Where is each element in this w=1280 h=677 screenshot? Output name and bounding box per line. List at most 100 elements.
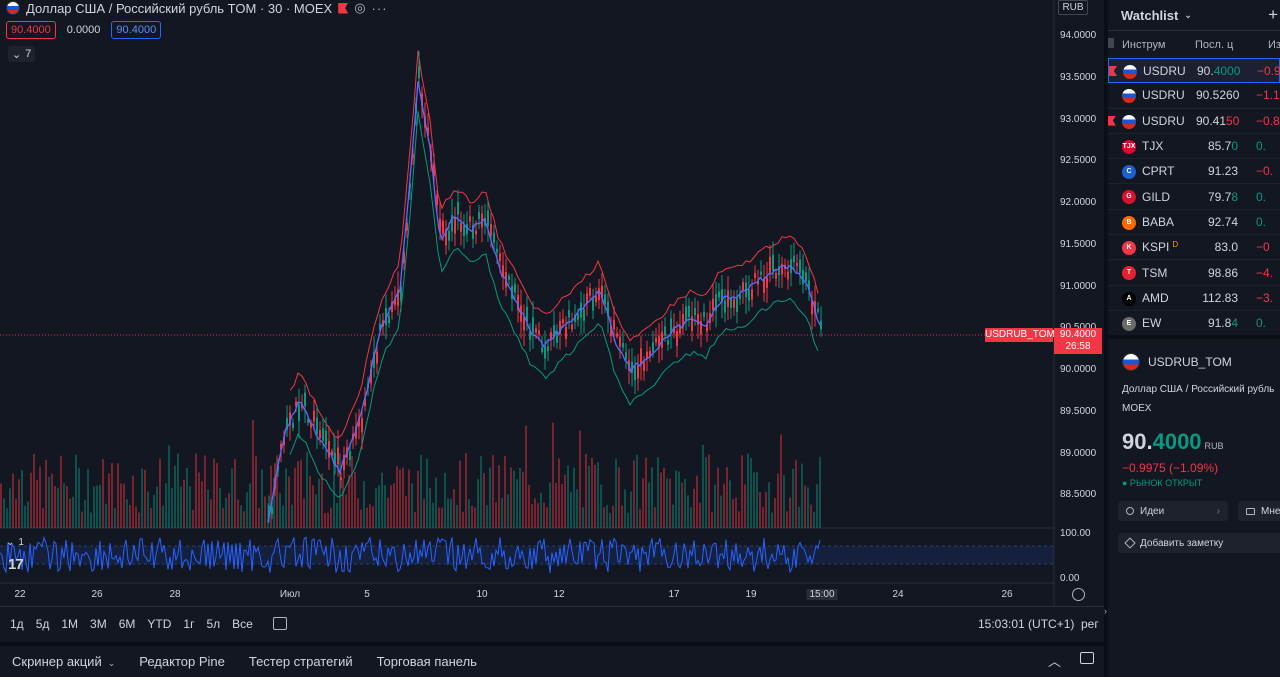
watchlist-row[interactable]: K KSPI D 83.0 −0 (1108, 235, 1280, 261)
candle-body (388, 315, 390, 324)
volume-bar (741, 455, 743, 528)
range-button[interactable]: 3М (90, 616, 107, 631)
volume-bar (315, 494, 317, 528)
watchlist-row[interactable]: USDRUB 90.4150 −0.88 (1108, 109, 1280, 134)
settings-icon[interactable] (1072, 588, 1085, 601)
red-flag-icon[interactable] (1109, 66, 1117, 76)
details-symbol[interactable]: USDRUB_TOM (1122, 353, 1232, 371)
range-button[interactable]: 1г (183, 616, 195, 631)
range-button[interactable]: Все (232, 616, 253, 631)
watchlist-row[interactable]: T TSM 98.86 −4. (1108, 260, 1280, 286)
volume-bar (12, 473, 14, 528)
volume-bar (123, 483, 125, 528)
red-flag-icon[interactable] (1108, 115, 1116, 126)
watchlist-row[interactable]: USDRUB 90.4000 −0.99 (1108, 58, 1280, 84)
watchlist-row[interactable]: TJX TJX 85.70 0. (1108, 134, 1280, 160)
volume-bar (255, 456, 257, 528)
volume-bar (615, 458, 617, 528)
watchlist-row[interactable]: A AMD 112.83 −3. (1108, 286, 1280, 311)
chart-title[interactable]: Доллар США / Российский рубль TOM · 30 ·… (26, 0, 333, 16)
volume-bar (414, 511, 416, 528)
volume-bar (27, 501, 29, 528)
session-mode-button[interactable]: рег (1081, 617, 1099, 631)
volume-bar (57, 488, 59, 528)
candle-body (412, 154, 414, 158)
chart-area[interactable]: Доллар США / Российский рубль TOM · 30 ·… (0, 0, 1104, 640)
range-button[interactable]: 5д (35, 616, 50, 631)
column-change[interactable]: Из (1268, 38, 1280, 51)
candle-body (490, 224, 492, 236)
column-symbol[interactable]: Инструм (1122, 38, 1166, 51)
candle-body (466, 223, 468, 235)
volume-bar (180, 486, 182, 528)
volume-bar (324, 512, 326, 528)
buy-price[interactable]: 90.4000 (111, 21, 162, 39)
symbol-text: EW (1142, 316, 1162, 331)
indicator-pane-badge[interactable]: ⌄ 1 (6, 537, 24, 548)
details-symbol-text: USDRUB_TOM (1148, 355, 1232, 369)
watchlist-row[interactable]: B BABA 92.74 0. (1108, 210, 1280, 236)
range-button[interactable]: 1д (10, 616, 24, 631)
opinions-button[interactable]: Мнения (1238, 501, 1280, 521)
maximize-icon[interactable] (1080, 652, 1094, 664)
volume-bar (627, 512, 629, 528)
range-button[interactable]: 5л (206, 616, 221, 631)
volume-bar (639, 508, 641, 528)
sell-price[interactable]: 90.4000 (6, 21, 56, 39)
candle-body (460, 223, 462, 232)
candle-body (340, 477, 342, 481)
delayed-badge: D (1172, 240, 1179, 250)
volume-bar (486, 505, 488, 528)
tab-strategy-tester[interactable]: Тестер стратегий (248, 654, 353, 669)
volume-bar (474, 507, 476, 528)
column-last[interactable]: Посл. ц (1195, 38, 1234, 51)
price-chart-canvas[interactable] (0, 0, 1104, 640)
watchlist-symbol: USDRUB (1142, 88, 1184, 102)
watchlist-row[interactable]: USDRUB 90.5260 −1.19 (1108, 83, 1280, 109)
add-symbol-icon[interactable]: + (1268, 5, 1278, 24)
symbol-text: USDRUB (1142, 113, 1184, 128)
watchlist-header[interactable]: Watchlist ⌄ + (1108, 0, 1280, 30)
time-readout[interactable]: 15:03:01 (UTC+1) (978, 617, 1075, 631)
volume-bar (282, 505, 284, 528)
volume-bar (171, 488, 173, 528)
range-button[interactable]: YTD (147, 616, 172, 631)
ideas-button[interactable]: Идеи › (1118, 501, 1228, 521)
more-dots-icon[interactable]: ··· (371, 0, 388, 16)
watchlist-row[interactable]: G GILD 79.78 0. (1108, 184, 1280, 210)
indicators-collapse-button[interactable]: ⌄ 7 (8, 46, 36, 62)
volume-bar (54, 485, 56, 528)
current-price-tag: 90.4000 26:58 (1054, 328, 1102, 354)
watchlist-row[interactable]: E EW 91.84 0. (1108, 311, 1280, 337)
candle-body (754, 273, 756, 278)
volume-bar (135, 506, 137, 528)
candle-body (343, 454, 345, 471)
candle-body (442, 220, 444, 234)
tab-trading-panel[interactable]: Торговая панель (376, 654, 477, 669)
chart-legend[interactable]: Доллар США / Российский рубль TOM · 30 ·… (6, 0, 388, 16)
watchlist-change: 0. (1256, 189, 1267, 204)
watchlist-change: −3. (1256, 290, 1274, 305)
volume-bar (81, 511, 83, 528)
supertrend-upper (289, 50, 819, 439)
volume-bar (297, 461, 299, 528)
watchlist-symbol: USDRUB (1143, 64, 1185, 78)
last-price-main: 91.8 (1207, 316, 1232, 331)
calendar-icon[interactable] (272, 617, 287, 630)
tradingview-logo[interactable]: 17 (8, 556, 24, 573)
axis-currency-button[interactable]: RUB (1058, 0, 1088, 15)
chevron-right-icon[interactable]: › (1104, 606, 1107, 616)
tab-pine-editor[interactable]: Редактор Pine (139, 654, 225, 669)
red-flag-icon[interactable] (338, 2, 349, 14)
range-button[interactable]: 6М (118, 616, 136, 631)
watchlist-symbol: TJX (1142, 139, 1184, 153)
watchlist-title[interactable]: Watchlist (1121, 7, 1179, 23)
eye-icon[interactable]: ◎ (354, 0, 366, 15)
add-note-button[interactable]: Добавить заметку (1118, 533, 1280, 553)
tab-stock-screener[interactable]: Скринер акций ⌄ (12, 654, 115, 669)
watchlist-row[interactable]: C CPRT 91.23 −0. (1108, 159, 1280, 185)
chevron-up-icon[interactable]: ︿ (1048, 654, 1062, 669)
volume-bar (243, 511, 245, 528)
panel-divider[interactable] (1104, 0, 1108, 677)
range-button[interactable]: 1М (61, 616, 79, 631)
